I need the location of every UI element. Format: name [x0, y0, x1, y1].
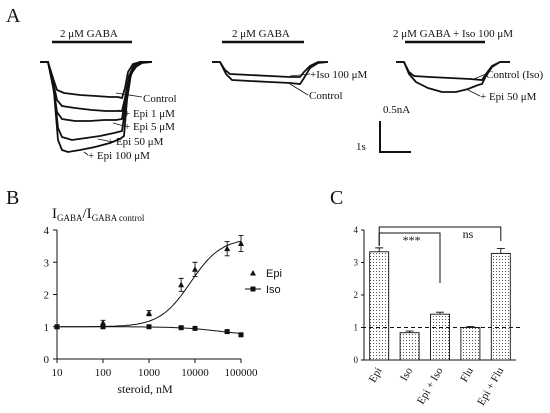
chart-c-bar — [430, 313, 450, 361]
chart-c-significance-bracket — [378, 226, 502, 246]
label-epi-50: + Epi 50 μM — [107, 136, 164, 148]
chart-b: 0 1 2 3 4 10 100 1000 10000 100000 Epi Iso — [44, 225, 282, 379]
chart-c-y-tick-label: 2 — [354, 290, 359, 300]
chart-b-x-tick-label: 10000 — [181, 367, 209, 379]
panel-b-letter: B — [6, 187, 19, 209]
chart-c-errorbar — [405, 330, 414, 333]
label-control-2: Control — [309, 90, 343, 102]
chart-b-y-tick-label: 0 — [44, 354, 50, 366]
chart-b-legend-marker-epi — [250, 270, 256, 276]
label-control: Control — [143, 93, 177, 105]
chart-b-x-tick-label: 1000 — [138, 367, 161, 379]
scale-bar: 0.5nA 1s — [356, 104, 411, 153]
chart-b-point-iso — [146, 324, 152, 330]
chart-b-y-tick-label: 1 — [44, 322, 50, 334]
chart-c-y-tick-label: 4 — [354, 225, 359, 235]
chart-b-y-tick-label: 4 — [44, 225, 50, 237]
chart-c-y-tick-label: 0 — [354, 355, 359, 365]
chart-b-x-tick-label: 10 — [52, 367, 64, 379]
chart-c-bar — [399, 332, 420, 361]
label-control-iso: Control (Iso) — [486, 69, 543, 81]
condition-label-3: 2 μM GABA + Iso 100 μM — [393, 28, 513, 40]
chart-c-significance-label: *** — [403, 233, 421, 247]
trace-group-1: 2 μM GABA Control + Epi 1 μM + Epi 5 μM … — [40, 28, 177, 162]
chart-b-legend-marker-iso — [250, 286, 256, 292]
chart-b-ylabel: IGABA/IGABA control — [52, 206, 145, 223]
chart-b-point-iso — [192, 325, 198, 331]
trace-epi-1 — [40, 61, 152, 112]
chart-b-point-epi — [178, 281, 185, 288]
panel-a-letter: A — [6, 5, 21, 27]
chart-c-category-label: Epi + Flu — [475, 365, 506, 408]
trace-group-3: 2 μM GABA + Iso 100 μM Control (Iso) + E… — [393, 28, 543, 103]
chart-c-bar — [369, 251, 390, 361]
label-iso-100: +Iso 100 μM — [310, 69, 368, 81]
chart-c-category-label: Flu — [458, 365, 476, 384]
trace-control — [40, 61, 152, 100]
chart-c-significance-label: ns — [463, 227, 474, 241]
chart-b-point-epi — [100, 319, 106, 326]
chart-b-point-epi — [238, 240, 244, 246]
chart-b-legend-label-epi: Epi — [266, 268, 282, 280]
chart-c-category-label: Iso — [398, 365, 415, 383]
condition-label-1: 2 μM GABA — [60, 28, 118, 40]
label-epi-50-iso: + Epi 50 μM — [480, 91, 537, 103]
chart-c-y-tick-label: 3 — [354, 258, 359, 268]
chart-b-point-epi — [192, 266, 198, 272]
chart-b-point-iso — [100, 324, 106, 330]
chart-b-point-iso — [224, 329, 230, 335]
chart-b-xlabel: steroid, nM — [117, 382, 173, 396]
condition-label-2: 2 μM GABA — [232, 28, 290, 40]
chart-b-point-iso — [178, 325, 184, 331]
chart-c-category-label: Epi + Iso — [415, 365, 446, 406]
label-epi-1: + Epi 1 μM — [124, 108, 175, 120]
chart-c-category-label: Epi — [367, 366, 385, 385]
chart-b-point-epi — [146, 310, 152, 316]
chart-c-bar — [460, 327, 481, 361]
trace-epi-50-iso — [396, 61, 510, 93]
trace-control-2 — [212, 61, 329, 85]
label-epi-100: + Epi 100 μM — [88, 150, 150, 162]
chart-c-errorbar — [375, 247, 384, 252]
scale-bar-current: 0.5nA — [383, 104, 410, 116]
label-epi-5: + Epi 5 μM — [124, 121, 175, 133]
chart-b-point-iso — [238, 332, 244, 338]
chart-b-x-tick-label: 100 — [95, 367, 112, 379]
chart-c-y-tick-label: 1 — [354, 323, 359, 333]
chart-b-y-tick-label: 2 — [44, 290, 50, 302]
scale-bar-time: 1s — [356, 141, 366, 153]
chart-c-bar — [490, 252, 511, 361]
trace-group-2: 2 μM GABA +Iso 100 μM Control — [212, 28, 368, 102]
chart-c: 0 1 2 3 4 Epi Iso Epi + Iso Flu Epi + Flu *** ns — [354, 225, 520, 408]
chart-b-y-tick-label: 3 — [44, 257, 50, 269]
chart-b-point-epi — [224, 245, 231, 252]
chart-b-legend-label-iso: Iso — [266, 284, 281, 296]
chart-b-x-tick-label: 100000 — [225, 367, 259, 379]
trace-iso-100 — [212, 61, 328, 78]
panel-c-letter: C — [330, 187, 343, 209]
chart-c-errorbar — [496, 248, 505, 254]
chart-c-errorbar — [436, 311, 444, 315]
chart-b-point-iso — [54, 324, 60, 330]
